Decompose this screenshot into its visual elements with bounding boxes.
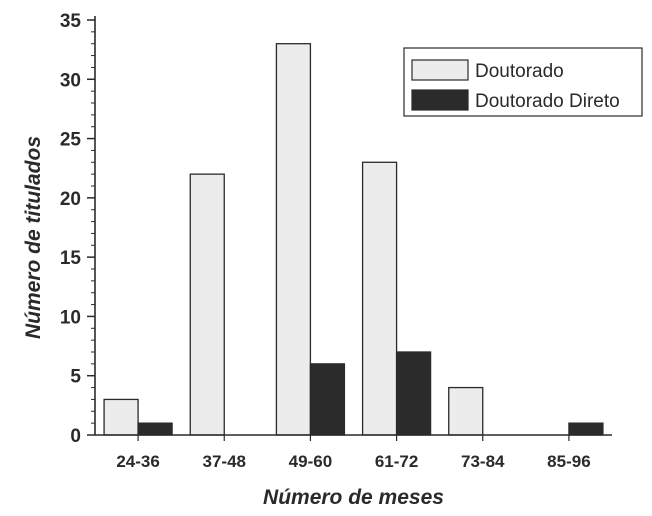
x-tick-label: 85-96 (547, 452, 590, 471)
legend: Doutorado Doutorado Direto (403, 47, 643, 117)
x-tick-label: 49-60 (289, 452, 332, 471)
y-tick-label: 25 (60, 130, 82, 151)
x-tick-label: 73-84 (461, 452, 505, 471)
y-tick-label: 35 (60, 11, 82, 32)
x-axis-title: Número de meses (263, 486, 444, 509)
x-tick-label: 24-36 (116, 452, 159, 471)
bar-doutorado-direto-61-72 (395, 351, 432, 436)
y-axis-title: Número de titulados (22, 136, 45, 339)
x-axis-tick-labels: 24-36 37-48 49-60 61-72 73-84 85-96 (116, 435, 591, 471)
y-tick-label: 20 (60, 189, 81, 210)
legend-label: Doutorado (475, 61, 564, 82)
bar-doutorado-direto-85-96 (568, 422, 604, 436)
y-axis-ticks: 0 5 10 15 20 25 30 35 (60, 11, 95, 447)
axes (94, 16, 612, 436)
legend-swatch (411, 89, 469, 111)
legend-label: Doutorado Direto (475, 91, 620, 112)
x-tick-label: 61-72 (375, 452, 418, 471)
bar-doutorado-61-72 (361, 161, 398, 436)
x-tick-label: 37-48 (203, 452, 246, 471)
y-tick-label: 15 (60, 248, 82, 269)
bar-doutorado-direto-24-36 (137, 422, 173, 436)
y-tick-label: 0 (70, 426, 81, 447)
legend-swatch (411, 59, 469, 81)
bar-doutorado-24-36 (103, 398, 139, 436)
bar-doutorado-direto-49-60 (309, 363, 346, 436)
y-tick-label: 5 (70, 367, 81, 388)
y-tick-label: 30 (60, 70, 81, 91)
bar-doutorado-73-84 (448, 386, 484, 436)
bar-doutorado-49-60 (275, 43, 312, 436)
bar-doutorado-37-48 (189, 173, 225, 436)
y-tick-label: 10 (60, 307, 81, 328)
